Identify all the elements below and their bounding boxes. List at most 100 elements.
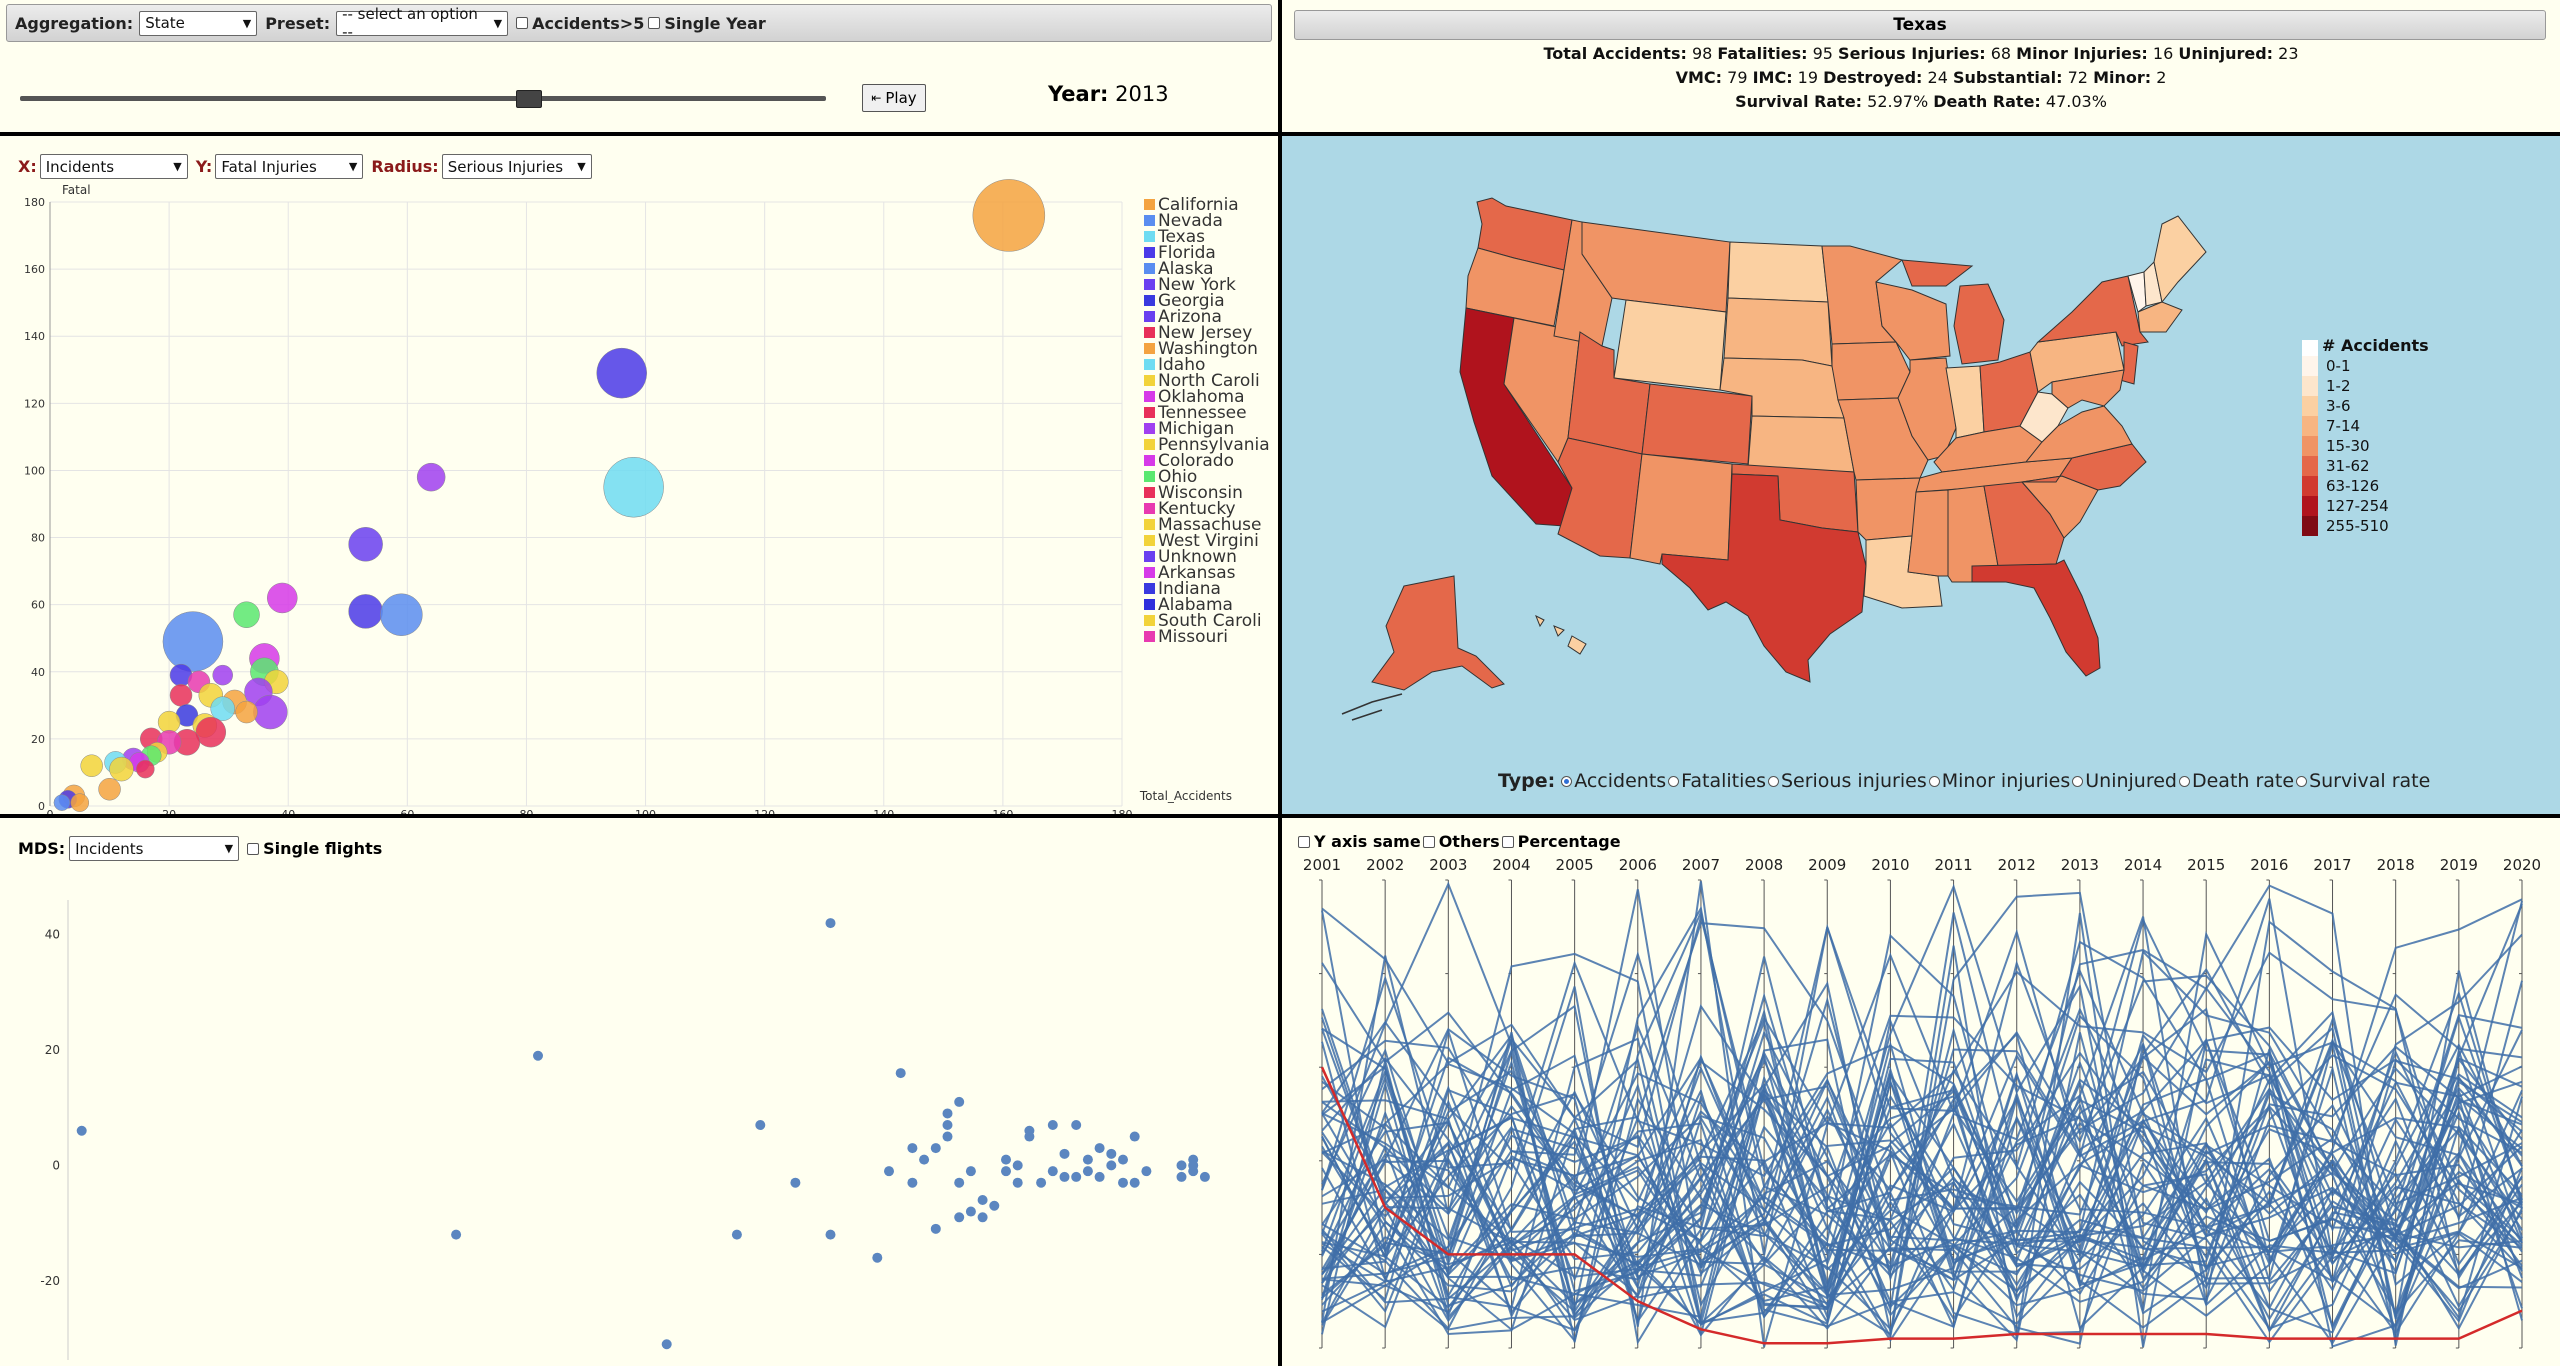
pc-axis-year-label: 2017 bbox=[2313, 856, 2351, 874]
play-button[interactable]: ⇤ Play bbox=[862, 84, 926, 112]
state-south-dakota[interactable] bbox=[1723, 297, 1833, 367]
mds-point bbox=[989, 1200, 1000, 1211]
mds-label: MDS: bbox=[18, 839, 66, 858]
type-radio-label: Uninjured bbox=[2085, 770, 2177, 792]
us-map-panel: # Accidents 0-1 1-2 3-6 7-14 15-30 31-62 63-126… bbox=[1282, 136, 2560, 814]
aggregation-label: Aggregation: bbox=[15, 13, 134, 33]
play-label: Play bbox=[885, 89, 917, 107]
radius-select[interactable]: Serious Injuries ▼ bbox=[441, 154, 592, 179]
bubble-point bbox=[596, 347, 647, 399]
mds-point bbox=[1199, 1171, 1210, 1182]
legend-label: Massachuse bbox=[1158, 515, 1261, 535]
pc-line bbox=[1321, 891, 2523, 1340]
x-axis-select[interactable]: Incidents ▼ bbox=[39, 154, 188, 179]
y-axis-same-checkbox[interactable] bbox=[1298, 835, 1310, 848]
pc-axis-year-label: 2014 bbox=[2124, 856, 2162, 874]
x-tick-label: 140 bbox=[873, 808, 894, 814]
state-wisconsin[interactable] bbox=[1875, 281, 1951, 361]
info-stat-value: 79 bbox=[1722, 68, 1753, 87]
mds-point bbox=[1082, 1154, 1093, 1165]
bubble-point bbox=[603, 456, 664, 518]
mds-panel: MDS: Incidents ▼ Single flights 40 20 0 -20 bbox=[0, 818, 1278, 1366]
mds-point bbox=[1012, 1177, 1023, 1188]
state-new-jersey[interactable] bbox=[2119, 341, 2139, 385]
map-type-selector: Type: Accidents Fatalities Serious injurie… bbox=[1498, 770, 2432, 792]
x-tick-label: 80 bbox=[519, 808, 533, 814]
legend-swatch bbox=[1144, 631, 1155, 642]
type-radio-fatalities[interactable] bbox=[1668, 775, 1680, 787]
pc-axis-year-label: 2002 bbox=[1366, 856, 1404, 874]
us-choropleth-map: # Accidents 0-1 1-2 3-6 7-14 15-30 31-62 63-126… bbox=[1341, 197, 2429, 721]
legend-label: Alaska bbox=[1158, 259, 1214, 279]
y-tick-label: 140 bbox=[24, 330, 45, 343]
state-michigan[interactable] bbox=[1901, 259, 2005, 365]
legend-label: New Jersey bbox=[1158, 323, 1252, 343]
chevron-down-icon: ▼ bbox=[224, 842, 234, 855]
info-stat-label: Death Rate: bbox=[1933, 92, 2041, 111]
state-arkansas[interactable] bbox=[1855, 477, 1921, 541]
pc-axis-year-label: 2009 bbox=[1808, 856, 1846, 874]
accidents-gt5-label: Accidents>5 bbox=[532, 13, 645, 33]
mds-point bbox=[1129, 1131, 1140, 1142]
single-flights-checkbox[interactable] bbox=[247, 842, 260, 855]
pc-axis-year-label: 2012 bbox=[1998, 856, 2036, 874]
state-maine[interactable] bbox=[2153, 215, 2207, 304]
pc-axis-year-label: 2018 bbox=[2377, 856, 2415, 874]
state-virginia[interactable] bbox=[2024, 405, 2133, 463]
mds-select[interactable]: Incidents ▼ bbox=[69, 836, 240, 861]
legend-swatch bbox=[1144, 359, 1155, 370]
type-radio-label: Minor injuries bbox=[1941, 770, 2071, 792]
state-hawaii[interactable] bbox=[1535, 614, 1587, 655]
info-stat-label: Destroyed: bbox=[1823, 68, 1923, 87]
state-massachusetts[interactable] bbox=[2137, 301, 2183, 333]
type-radio-survival-rate[interactable] bbox=[2296, 775, 2308, 787]
map-legend-swatch bbox=[2302, 496, 2318, 516]
single-year-checkbox[interactable] bbox=[648, 17, 661, 29]
y-tick-label: 120 bbox=[24, 397, 45, 410]
pc-axis-year-label: 2007 bbox=[1682, 856, 1720, 874]
y-tick-label: 160 bbox=[24, 263, 45, 276]
legend-swatch bbox=[1144, 423, 1155, 434]
state-florida[interactable] bbox=[1971, 559, 2101, 677]
state-iowa[interactable] bbox=[1831, 341, 1911, 401]
chevron-down-icon: ▼ bbox=[348, 160, 358, 173]
map-legend-swatch bbox=[2302, 456, 2318, 476]
y-axis-select[interactable]: Fatal Injuries ▼ bbox=[215, 154, 364, 179]
accidents-gt5-checkbox[interactable] bbox=[516, 17, 529, 29]
state-alaska[interactable] bbox=[1371, 575, 1505, 691]
preset-select[interactable]: -- select an option -- ▼ bbox=[336, 5, 509, 41]
state-north-dakota[interactable] bbox=[1727, 241, 1829, 303]
pc-line bbox=[1321, 884, 2523, 1346]
type-radio-uninjured[interactable] bbox=[2072, 775, 2084, 787]
others-checkbox[interactable] bbox=[1422, 835, 1435, 848]
year-slider-thumb[interactable] bbox=[515, 90, 542, 108]
type-radio-serious-injuries[interactable] bbox=[1767, 775, 1779, 787]
legend-swatch bbox=[1144, 551, 1155, 562]
type-radio-accidents[interactable] bbox=[1561, 775, 1573, 787]
year-slider-track[interactable] bbox=[20, 96, 826, 101]
state-maryland[interactable] bbox=[2051, 369, 2125, 409]
type-radio-death-rate[interactable] bbox=[2178, 775, 2190, 787]
alaska-islands bbox=[1341, 693, 1403, 721]
bubble-chart-panel: X: Incidents ▼ Y: Fatal Injuries ▼ Radius:… bbox=[0, 136, 1278, 814]
type-label: Type: bbox=[1498, 770, 1556, 792]
mds-point bbox=[942, 1120, 953, 1130]
legend-label: North Caroli bbox=[1158, 371, 1260, 391]
mds-point bbox=[895, 1068, 906, 1079]
state-texas[interactable] bbox=[1661, 473, 1867, 683]
state-arizona[interactable] bbox=[1557, 437, 1643, 559]
pc-line bbox=[1321, 949, 2523, 1277]
aggregation-select[interactable]: State ▼ bbox=[139, 10, 258, 36]
state-new-mexico[interactable] bbox=[1629, 453, 1733, 565]
state-kansas[interactable] bbox=[1747, 415, 1855, 473]
bubble-point bbox=[416, 462, 446, 492]
mds-point bbox=[1059, 1148, 1070, 1159]
legend-label: Kentucky bbox=[1158, 499, 1236, 519]
state-wyoming[interactable] bbox=[1613, 299, 1727, 391]
year-value: 2013 bbox=[1115, 82, 1169, 106]
type-radio-minor-injuries[interactable] bbox=[1928, 775, 1940, 787]
map-legend-swatch bbox=[2302, 396, 2318, 416]
bubble-point bbox=[80, 754, 103, 777]
state-colorado[interactable] bbox=[1641, 383, 1753, 465]
percentage-checkbox[interactable] bbox=[1501, 835, 1514, 848]
